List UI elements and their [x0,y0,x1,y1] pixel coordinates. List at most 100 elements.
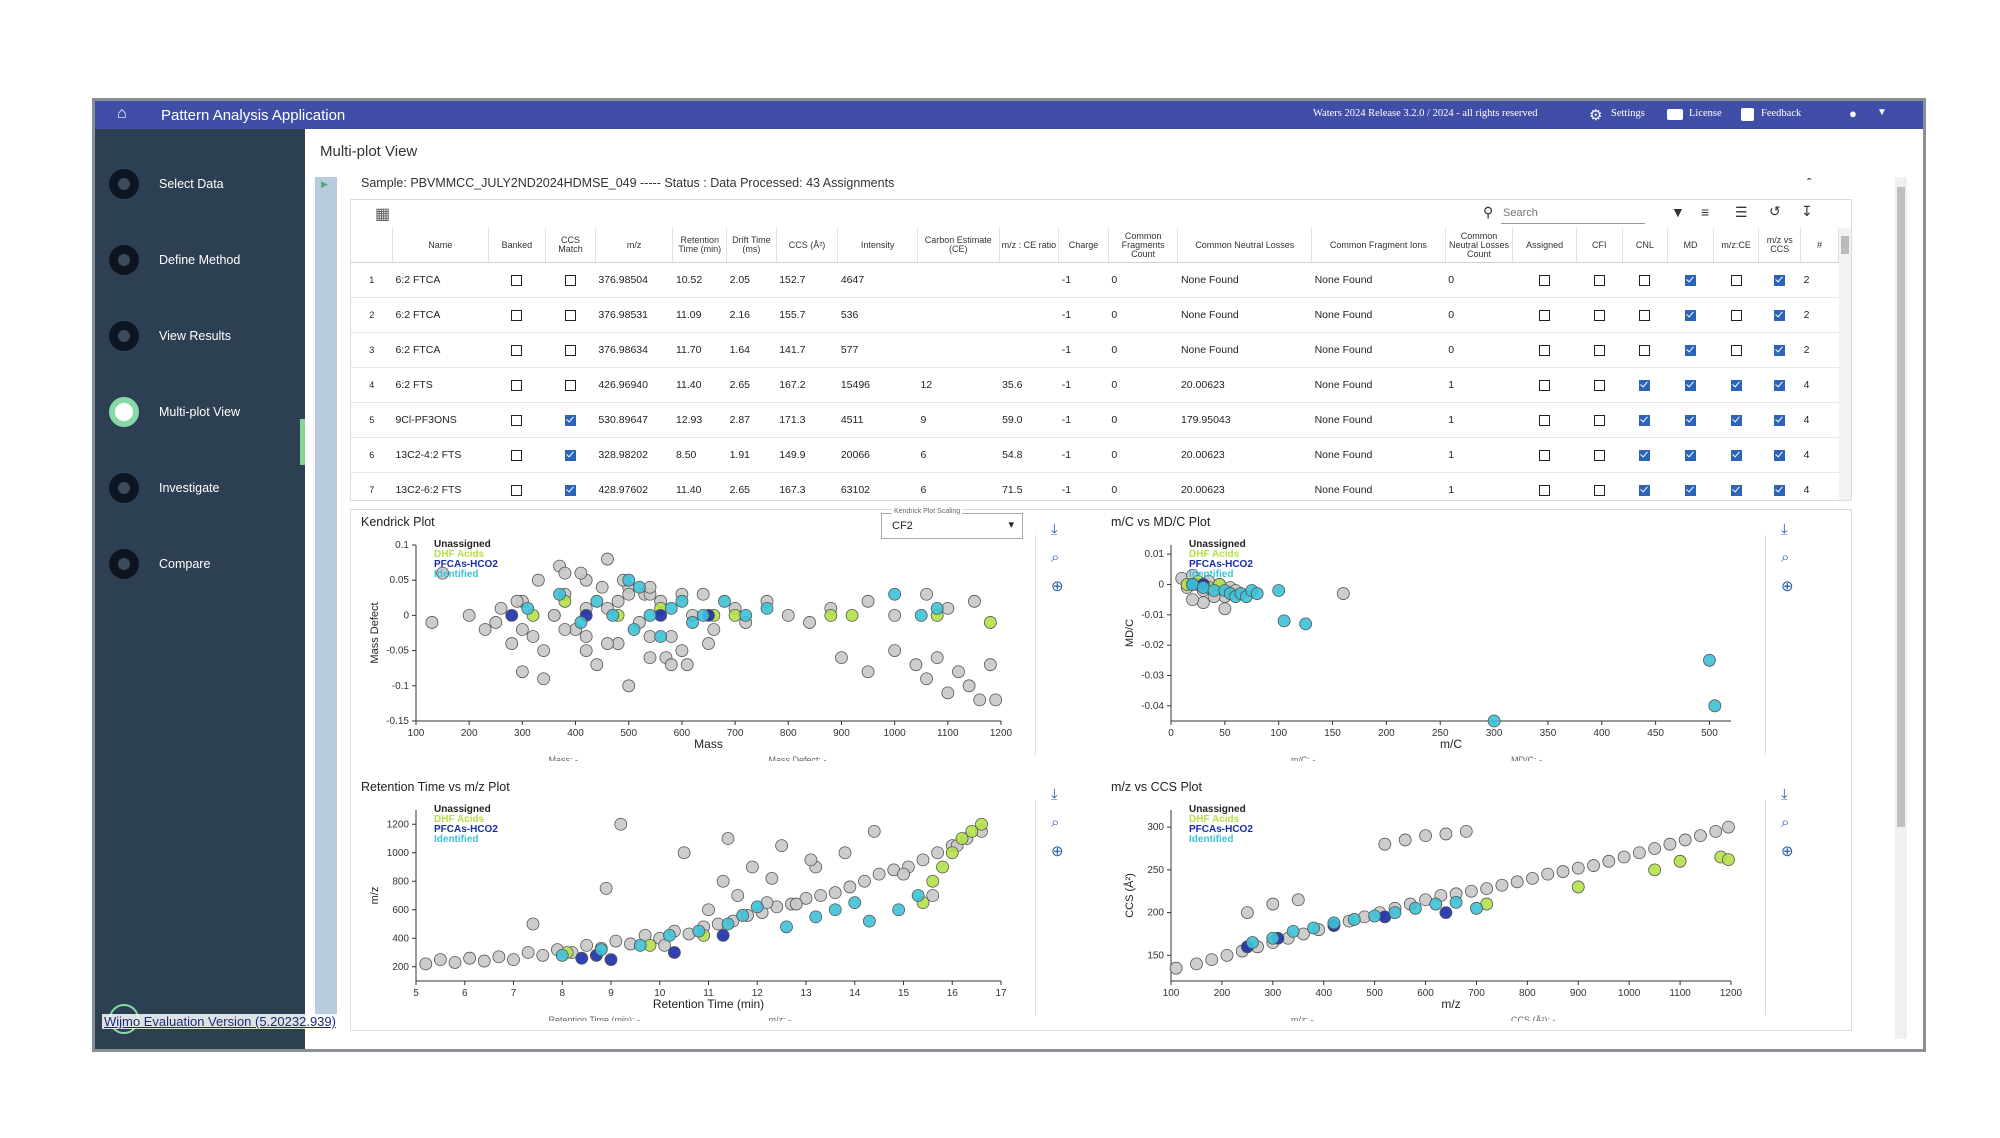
settings-link[interactable]: Settings [1611,108,1645,119]
data-point[interactable] [810,911,822,923]
data-point[interactable] [1722,854,1734,866]
data-point[interactable] [946,847,958,859]
checkbox[interactable] [1774,485,1785,496]
data-point[interactable] [591,659,603,671]
data-point[interactable] [984,616,996,628]
data-point[interactable] [1526,872,1538,884]
data-point[interactable] [676,645,688,657]
table-row[interactable]: 16:2 FTCA376.9850410.522.05152.74647-10N… [351,263,1839,298]
column-header[interactable]: Common Fragment Ions [1312,228,1446,263]
data-point[interactable] [559,623,571,635]
data-point[interactable] [717,929,729,941]
checkbox[interactable] [1731,310,1742,321]
data-point[interactable] [548,609,560,621]
data-point[interactable] [1190,958,1202,970]
checkbox[interactable] [1774,415,1785,426]
checkbox[interactable] [565,415,576,426]
checkbox[interactable] [1539,485,1550,496]
checkbox[interactable] [1639,310,1650,321]
checkbox[interactable] [1685,450,1696,461]
column-header[interactable]: Name [392,228,488,263]
data-point[interactable] [1664,838,1676,850]
data-point[interactable] [1633,847,1645,859]
data-point[interactable] [644,631,656,643]
column-header[interactable]: m/z : CE ratio [999,228,1059,263]
checkbox[interactable] [1639,415,1650,426]
plot-svg[interactable]: 5678910111213141516171200100080060040020… [361,796,1031,1021]
data-point[interactable] [1470,902,1482,914]
data-point[interactable] [538,673,550,685]
data-point[interactable] [846,609,858,621]
data-point[interactable] [516,623,528,635]
checkbox[interactable] [1731,380,1742,391]
checkbox[interactable] [1594,485,1605,496]
data-point[interactable] [931,602,943,614]
checkbox[interactable] [1774,275,1785,286]
data-point[interactable] [1251,588,1263,600]
checkbox[interactable] [565,345,576,356]
column-header[interactable]: CCS Match [546,228,596,263]
chart-settings-icon[interactable]: ▦ [375,204,390,224]
checkbox[interactable] [511,310,522,321]
checkbox[interactable] [511,380,522,391]
checkbox[interactable] [1685,345,1696,356]
data-point[interactable] [873,868,885,880]
column-header[interactable]: Drift Time (ms) [727,228,777,263]
data-point[interactable] [1430,898,1442,910]
checkbox[interactable] [511,485,522,496]
download-icon[interactable]: ⤓ [1051,786,1058,803]
data-point[interactable] [921,673,933,685]
data-point[interactable] [1399,834,1411,846]
data-point[interactable] [681,659,693,671]
data-point[interactable] [537,949,549,961]
data-point[interactable] [732,890,744,902]
data-point[interactable] [1208,585,1220,597]
data-point[interactable] [1219,603,1231,615]
sample-panel-handle[interactable]: ▶ [315,177,337,1017]
zoom-reset-icon[interactable]: ⌕ [1781,814,1789,831]
data-point[interactable] [580,645,592,657]
data-point[interactable] [859,875,871,887]
data-point[interactable] [703,904,715,916]
data-point[interactable] [1603,855,1615,867]
download-icon[interactable]: ⤓ [1781,521,1788,538]
checkbox[interactable] [1731,485,1742,496]
column-header[interactable]: Retention Time (min) [673,228,727,263]
data-point[interactable] [984,659,996,671]
data-point[interactable] [591,595,603,607]
data-point[interactable] [942,602,954,614]
data-point[interactable] [1572,881,1584,893]
data-point[interactable] [722,833,734,845]
plot-svg[interactable]: 1002003004005006007008009001000110012003… [1111,796,1761,1021]
data-point[interactable] [1460,825,1472,837]
home-icon[interactable]: ⌂ [117,105,127,123]
data-point[interactable] [1722,821,1734,833]
data-point[interactable] [790,898,802,910]
data-point[interactable] [493,951,505,963]
data-point[interactable] [1337,588,1349,600]
data-point[interactable] [478,955,490,967]
data-point[interactable] [937,861,949,873]
data-point[interactable] [463,609,475,621]
sidebar-item-compare[interactable]: Compare [109,549,305,579]
data-point[interactable] [1694,830,1706,842]
data-point[interactable] [464,952,476,964]
reset-icon[interactable]: ↺ [1769,203,1781,220]
data-point[interactable] [693,925,705,937]
data-point[interactable] [1440,907,1452,919]
plot-svg[interactable]: 1002003004005006007008009001000110012000… [361,531,1031,761]
data-point[interactable] [615,818,627,830]
column-header[interactable]: Intensity [838,228,918,263]
data-point[interactable] [976,818,988,830]
data-point[interactable] [490,616,502,628]
data-point[interactable] [1170,962,1182,974]
data-point[interactable] [556,949,568,961]
legend-item[interactable]: Identified [434,569,478,580]
data-point[interactable] [968,595,980,607]
data-point[interactable] [1618,851,1630,863]
checkbox[interactable] [1685,275,1696,286]
checkbox[interactable] [1594,275,1605,286]
data-point[interactable] [782,609,794,621]
data-point[interactable] [607,609,619,621]
data-point[interactable] [575,616,587,628]
